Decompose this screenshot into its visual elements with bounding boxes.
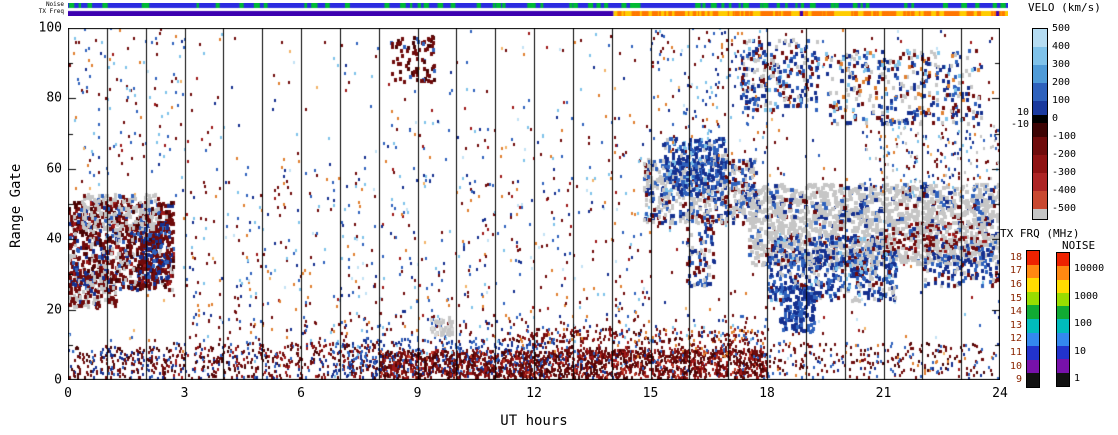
- velocity-tick-label: 100: [1052, 95, 1071, 106]
- noise-colorbar-segment: [1057, 279, 1069, 293]
- velocity-colorbar-segment: [1033, 65, 1047, 83]
- noise-colorbar-segment: [1057, 266, 1069, 280]
- txfrq-colorbar-segment: [1027, 278, 1039, 292]
- velocity-colorbar-title: VELO (km/s): [1028, 1, 1101, 14]
- velocity-tick-label: 500: [1052, 23, 1071, 34]
- x-tick-label: 24: [992, 386, 1008, 401]
- y-tick-label: 100: [38, 20, 62, 36]
- txfrq-tick-label: 14: [1009, 306, 1022, 318]
- txfrq-tick-label: 13: [1009, 319, 1022, 331]
- txfreq-strip-label: TX Freq: [38, 8, 64, 15]
- noise-colorbar-segment: [1057, 319, 1069, 333]
- txfrq-colorbar-segment: [1027, 359, 1039, 374]
- x-tick-label: 9: [413, 386, 422, 401]
- txfrq-colorbar-segment: [1027, 251, 1039, 265]
- velocity-tick-label: 300: [1052, 59, 1071, 70]
- x-tick-label: 15: [642, 386, 659, 401]
- txfrq-colorbar-segment: [1027, 373, 1039, 387]
- velocity-tick-label: 400: [1052, 41, 1071, 52]
- noise-tick-label: 1: [1074, 373, 1081, 385]
- noise-tick-label: 10000: [1074, 262, 1105, 274]
- noise-tick-label: 1000: [1074, 290, 1099, 302]
- velocity-tick-label: -500: [1052, 203, 1077, 214]
- velocity-colorbar-segment: [1033, 137, 1047, 155]
- noise-colorbar-segment: [1057, 372, 1069, 386]
- y-tick-label: 40: [46, 231, 62, 247]
- y-tick-label: 60: [46, 161, 62, 177]
- velocity-tick-label: -300: [1052, 167, 1077, 178]
- y-tick-label: 20: [46, 302, 62, 318]
- noise-colorbar-segment: [1057, 346, 1069, 360]
- velocity-colorbar-segment: [1033, 29, 1047, 47]
- y-tick-label: 80: [46, 90, 62, 106]
- noise-txfreq-summary-strips: [68, 3, 1008, 16]
- velocity-tick-label: 0: [1052, 113, 1059, 124]
- noise-colorbar-title: NOISE: [1062, 239, 1096, 252]
- noise-tick-label: 10: [1074, 345, 1087, 357]
- txfrq-tick-label: 11: [1009, 347, 1022, 358]
- velocity-colorbar-threshold-labels: 10 -10: [1002, 28, 1029, 220]
- noise-colorbar-segment: [1057, 292, 1069, 307]
- velocity-colorbar-segment: [1033, 101, 1047, 115]
- txfrq-colorbar-segment: [1027, 346, 1039, 360]
- noise-colorbar-segment: [1057, 253, 1069, 267]
- txfrq-tick-label: 15: [1009, 292, 1022, 304]
- txfrq-colorbar-tick-labels: 18 17 16 15 14 13 12 11 10 9: [996, 250, 1022, 388]
- x-tick-label: 21: [875, 386, 892, 401]
- velocity-colorbar-segment: [1033, 123, 1047, 137]
- noise-colorbar-tick-labels: 10000 1000 100 10 1: [1074, 252, 1118, 387]
- txfrq-colorbar-segment: [1027, 332, 1039, 347]
- noise-colorbar-segment: [1057, 332, 1069, 347]
- txfrq-colorbar-title: TX FRQ (MHz): [1000, 227, 1080, 240]
- noise-strip-label: Noise: [45, 1, 64, 8]
- y-tick-label: 0: [54, 372, 62, 388]
- velocity-threshold-label: 10: [1016, 107, 1029, 118]
- velocity-threshold-label: -10: [1010, 119, 1029, 130]
- velocity-colorbar-segment: [1033, 209, 1047, 219]
- velocity-tick-label: 200: [1052, 77, 1071, 88]
- velocity-colorbar-segment: [1033, 191, 1047, 209]
- velocity-tick-label: -400: [1052, 185, 1077, 196]
- y-axis-label: Range Gate: [8, 163, 24, 248]
- velocity-colorbar-segment: [1033, 115, 1047, 123]
- velocity-colorbar-segment: [1033, 47, 1047, 65]
- x-tick-label: 18: [759, 386, 775, 401]
- txfrq-colorbar-segment: [1027, 291, 1039, 306]
- txfrq-tick-label: 9: [1015, 374, 1022, 386]
- txfrq-tick-label: 10: [1009, 360, 1022, 372]
- rti-velocity-plot: [68, 28, 1000, 380]
- noise-colorbar-segment: [1057, 359, 1069, 373]
- txfrq-colorbar-segment: [1027, 318, 1039, 333]
- txfrq-tick-label: 16: [1009, 279, 1022, 290]
- txfrq-colorbar-segment: [1027, 264, 1039, 279]
- x-tick-label: 0: [64, 386, 72, 401]
- noise-colorbar: [1056, 252, 1070, 387]
- noise-colorbar-segment: [1057, 306, 1069, 320]
- x-tick-label: 3: [180, 386, 189, 401]
- velocity-colorbar-tick-labels: 500 400 300 200 100 0 -100 -200 -300 -400 -500: [1052, 24, 1098, 220]
- x-axis-label: UT hours: [500, 413, 568, 429]
- velocity-tick-label: -100: [1052, 131, 1077, 142]
- noise-tick-label: 100: [1074, 318, 1093, 330]
- txfrq-tick-label: 18: [1009, 251, 1022, 263]
- x-tick-label: 12: [526, 386, 542, 401]
- txfrq-colorbar: [1026, 250, 1040, 388]
- velocity-tick-label: -200: [1052, 149, 1077, 160]
- txfrq-colorbar-segment: [1027, 305, 1039, 319]
- velocity-colorbar-segment: [1033, 173, 1047, 191]
- velocity-colorbar: [1032, 28, 1048, 220]
- txfrq-tick-label: 17: [1009, 265, 1022, 277]
- x-tick-label: 6: [297, 386, 305, 401]
- velocity-colorbar-segment: [1033, 83, 1047, 101]
- txfrq-tick-label: 12: [1009, 333, 1022, 345]
- velocity-colorbar-segment: [1033, 155, 1047, 173]
